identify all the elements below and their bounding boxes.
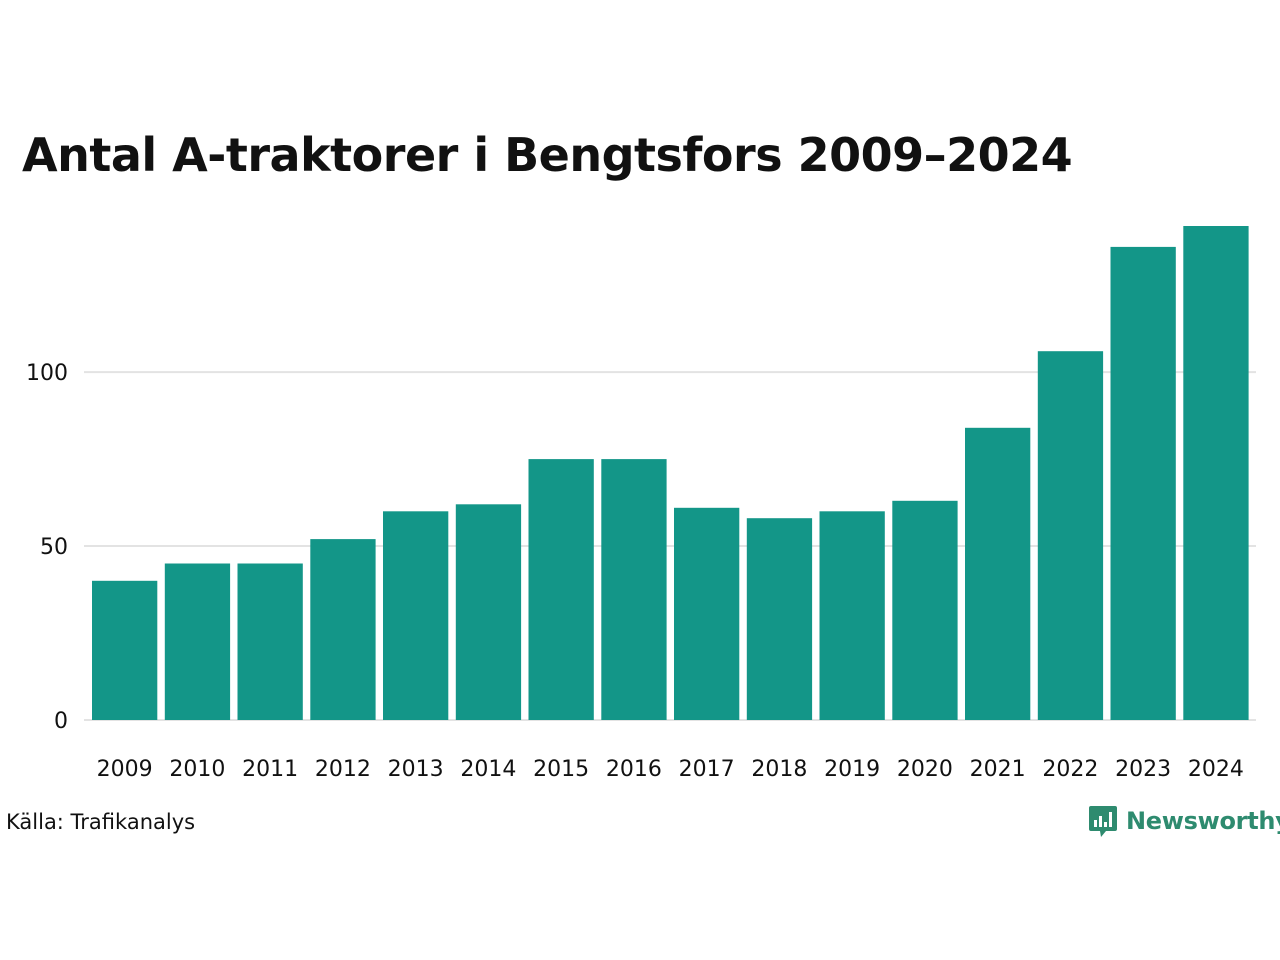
y-tick-label: 0 xyxy=(54,709,68,734)
bars xyxy=(92,226,1249,720)
x-tick-label: 2015 xyxy=(533,757,589,782)
x-tick-label: 2024 xyxy=(1188,757,1244,782)
bar-2019 xyxy=(819,511,885,720)
bar-2023 xyxy=(1110,246,1176,720)
x-tick-label: 2023 xyxy=(1115,757,1171,782)
x-tick-label: 2019 xyxy=(824,757,880,782)
x-tick-label: 2011 xyxy=(242,757,298,782)
bar-2017 xyxy=(674,507,740,720)
x-tick-label: 2016 xyxy=(606,757,662,782)
x-tick-label: 2013 xyxy=(388,757,444,782)
bar-2020 xyxy=(892,500,958,720)
bar-2013 xyxy=(383,511,449,720)
y-axis-ticks: 0 50 100 xyxy=(26,361,68,734)
bar-2022 xyxy=(1037,351,1104,720)
bar-2010 xyxy=(164,563,231,720)
brand-name: Newsworthy xyxy=(1126,807,1280,835)
bar-2018 xyxy=(746,518,813,720)
chart-title: Antal A-traktorer i Bengtsfors 2009–2024 xyxy=(22,128,1073,182)
newsworthy-logo-icon xyxy=(1089,806,1117,837)
x-tick-label: 2009 xyxy=(97,757,153,782)
x-tick-label: 2010 xyxy=(169,757,225,782)
bar-2021 xyxy=(965,427,1031,720)
x-tick-label: 2022 xyxy=(1042,757,1098,782)
bar-2009 xyxy=(92,580,158,720)
x-tick-label: 2014 xyxy=(460,757,516,782)
x-tick-label: 2020 xyxy=(897,757,953,782)
bar-2014 xyxy=(455,504,522,720)
x-axis-ticks: 2009 2010 2011 2012 2013 2014 2015 2016 2017 2018… xyxy=(97,757,1244,782)
bar-2016 xyxy=(601,459,667,720)
source-note: Källa: Trafikanalys xyxy=(6,810,196,834)
y-tick-label: 50 xyxy=(40,535,68,560)
bar-2024 xyxy=(1183,226,1249,720)
bar-2011 xyxy=(237,563,303,720)
x-tick-label: 2021 xyxy=(970,757,1026,782)
y-tick-label: 100 xyxy=(26,361,68,386)
bar-2015 xyxy=(528,459,594,720)
brand-logo[interactable]: Newsworthy xyxy=(1088,804,1280,838)
x-tick-label: 2017 xyxy=(679,757,735,782)
x-tick-label: 2018 xyxy=(751,757,807,782)
bar-2012 xyxy=(310,539,376,720)
x-tick-label: 2012 xyxy=(315,757,371,782)
